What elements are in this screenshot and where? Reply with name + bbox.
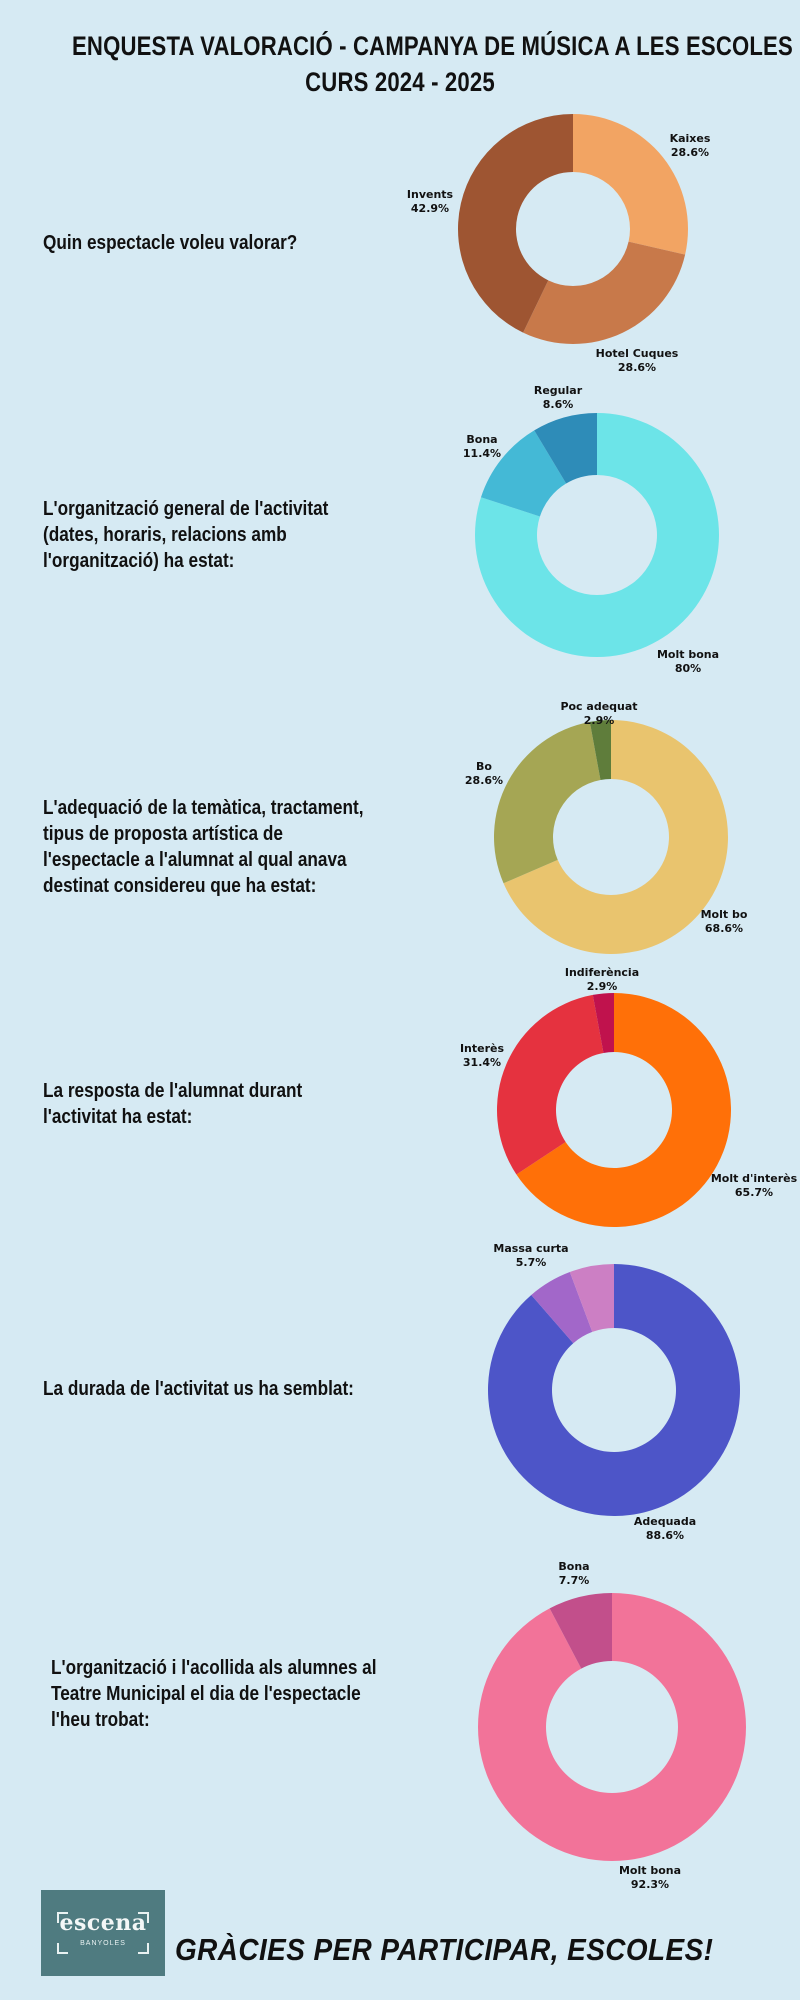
slice-value-interes: 31.4% [463,1056,501,1069]
slice-label-massa-curta: Massa curta [493,1242,568,1255]
slice-value-molt-bo: 68.6% [705,922,743,935]
slice-poc-adequat [589,720,611,780]
slice-molt-bona [474,413,719,657]
title-line-1: ENQUESTA VALORACIÓ - CAMPANYA DE MÚSICA … [72,31,793,61]
slice-value-invents: 42.9% [411,202,449,215]
slice-bo [494,721,601,884]
slice-bona [480,430,567,517]
question-2: L'organització general de l'activitat (d… [43,498,329,572]
slice-value-bona: 11.4% [463,447,501,460]
slice-label-invents: Invents [407,188,454,201]
slice-value-regular: 8.6% [543,398,574,411]
slice-adequada [487,1264,741,1516]
slice-label-molt-bona: Molt bona [657,648,719,661]
slice-label-bona: Bona [466,433,497,446]
slice-hotel-cuques [523,241,686,344]
slice-label-hotel-cuques: Hotel Cuques [596,347,679,360]
logo-frame [57,1912,149,1954]
slice-value-hotel-cuques: 28.6% [618,361,656,374]
slice-value-poc-adequat: 2.9% [584,714,615,727]
slice-kaixes [573,114,688,255]
slice-label-indiferencia: Indiferència [565,966,639,979]
slice-label-molt-d-interes: Molt d'interès [711,1172,798,1185]
slice-label-bona: Bona [558,1560,589,1573]
question-6: L'organització i l'acollida als alumnes … [51,1657,377,1731]
question-5: La durada de l'activitat us ha semblat: [43,1378,354,1400]
question-4: La resposta de l'alumnat durant l'activi… [43,1080,303,1128]
logo-subtitle: BANYOLES [80,1940,126,1947]
slice-value-massa-curta: 5.7% [516,1256,547,1269]
slice-molt-bona [478,1593,747,1861]
slice-value-indiferencia: 2.9% [587,980,618,993]
slice-value-molt-bona: 80% [675,662,701,675]
thanks-message: GRÀCIES PER PARTICIPAR, ESCOLES! [175,1932,714,1967]
logo-name: escena [59,1910,147,1936]
slice-value-adequada: 88.6% [646,1529,684,1542]
slice-molt-bo [503,720,729,955]
slice-molt-d-interes [516,993,731,1227]
slice-label-interes: Interès [460,1042,505,1055]
slice-regular [534,413,597,484]
slice-label-molt-bo: Molt bo [701,908,748,921]
slice-label-adequada: Adequada [634,1515,696,1528]
slice-label-kaixes: Kaixes [670,132,711,145]
slice-invents [458,114,573,333]
slice-value-molt-d-interes: 65.7% [735,1186,773,1199]
slice-bona [549,1593,612,1669]
slice-interes [496,994,604,1175]
question-3: L'adequació de la temàtica, tractament, … [43,797,364,897]
slice-label-regular: Regular [534,384,583,397]
escena-banyoles-logo: escena BANYOLES [41,1890,165,1976]
slice-label-molt-bona: Molt bona [619,1864,681,1877]
slice-value-bona: 7.7% [559,1574,590,1587]
slice-massa-curta [531,1271,593,1344]
slice-indiferencia [592,993,614,1053]
slice-value-bo: 28.6% [465,774,503,787]
question-1: Quin espectacle voleu valorar? [43,232,298,254]
slice-label-bo: Bo [476,760,492,773]
page-title: ENQUESTA VALORACIÓ - CAMPANYA DE MÚSICA … [72,28,793,100]
slice-value-molt-bona: 92.3% [631,1878,669,1891]
slice-unlabeled [569,1264,614,1332]
slice-value-kaixes: 28.6% [671,146,709,159]
slice-label-poc-adequat: Poc adequat [560,700,637,713]
title-line-2: CURS 2024 - 2025 [305,67,495,97]
